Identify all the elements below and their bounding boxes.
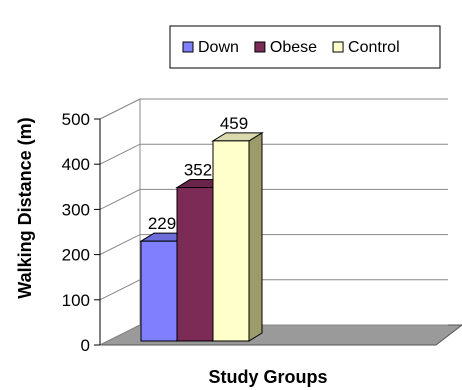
- y-tick-label: 300: [62, 200, 90, 219]
- gridlines: [99, 98, 448, 346]
- legend-label: Obese: [270, 39, 317, 56]
- bars: [139, 131, 264, 342]
- y-tick-label: 100: [62, 291, 90, 310]
- bar-control: [211, 131, 264, 342]
- legend: Down Obese Control: [169, 25, 441, 69]
- y-tick-label: 200: [62, 246, 90, 265]
- data-labels: 229 352 459: [148, 114, 248, 233]
- gridline: [99, 324, 448, 346]
- bar-front: [140, 240, 178, 342]
- y-tick-label: 500: [62, 110, 90, 129]
- gridline: [99, 279, 448, 301]
- bar-side: [248, 131, 263, 342]
- legend-item-down: Down: [182, 39, 239, 56]
- x-axis-title: Study Groups: [208, 367, 327, 387]
- legend-label: Control: [348, 39, 400, 56]
- y-tick-labels: 0 100 200 300 400 500: [62, 110, 101, 355]
- side-wall: [99, 98, 141, 346]
- legend-item-control: Control: [332, 39, 400, 56]
- bar-front: [176, 187, 214, 342]
- data-label-control: 459: [220, 114, 248, 133]
- legend-label: Down: [198, 39, 239, 56]
- y-tick-label: 400: [62, 155, 90, 174]
- data-label-obese: 352: [184, 161, 212, 180]
- legend-frame: [169, 25, 441, 69]
- data-label-down: 229: [148, 214, 176, 233]
- gridline: [99, 143, 448, 165]
- legend-swatch: [182, 41, 194, 53]
- bar-front: [212, 140, 250, 342]
- gridline: [99, 188, 448, 210]
- y-tick-label: 0: [81, 336, 90, 355]
- legend-swatch: [254, 41, 266, 53]
- y-axis-title: Walking Distance (m): [15, 117, 35, 298]
- legend-item-obese: Obese: [254, 39, 317, 56]
- gridline: [99, 98, 448, 120]
- legend-swatch: [332, 41, 344, 53]
- gridline: [99, 234, 448, 256]
